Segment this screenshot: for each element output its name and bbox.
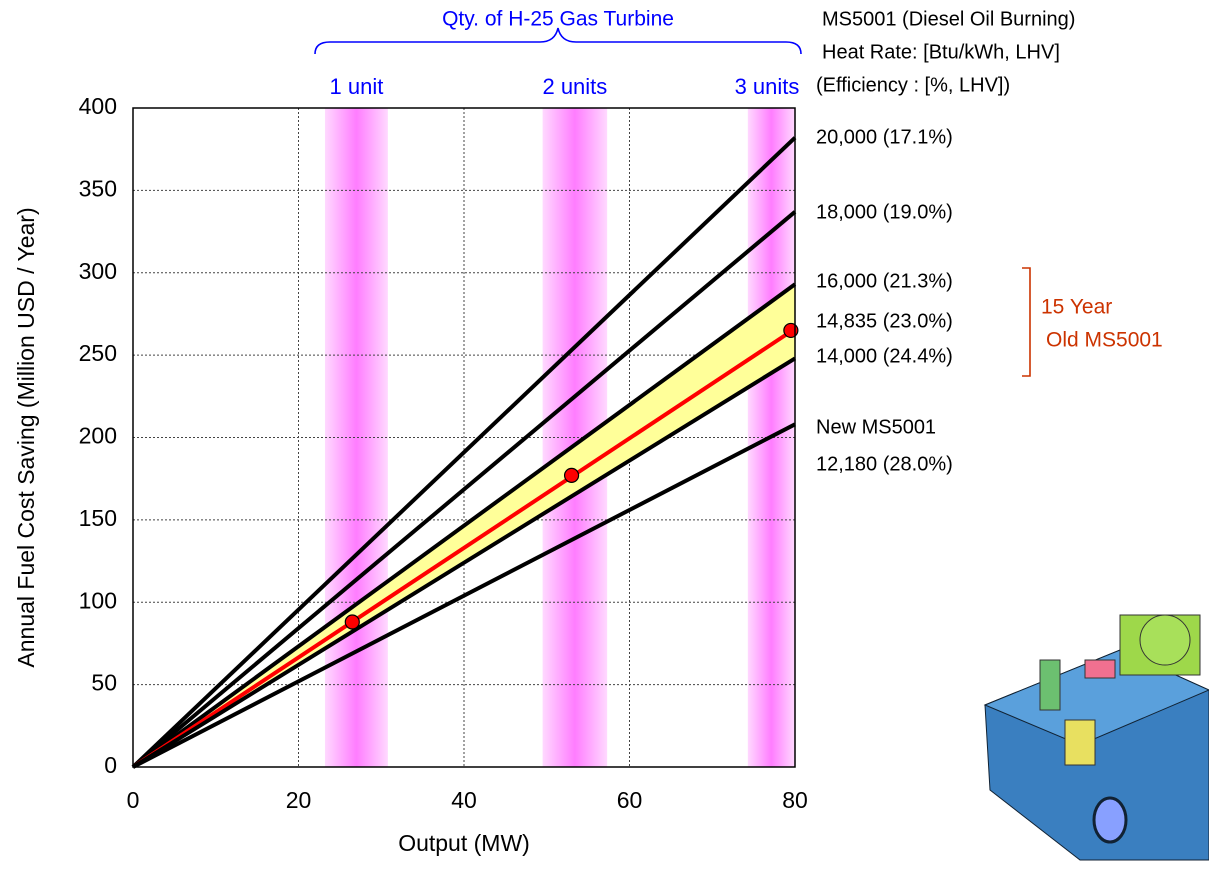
y-tick-label: 100 [79, 587, 117, 613]
y-axis-title: Annual Fuel Cost Saving (Million USD / Y… [13, 207, 39, 667]
series-label: 20,000 (17.1%) [816, 126, 953, 148]
series-line [132, 422, 796, 769]
y-tick-label: 350 [79, 175, 117, 201]
x-tick-label: 0 [127, 787, 140, 813]
band-label: 2 units [542, 74, 607, 99]
y-tick-label: 200 [79, 423, 117, 449]
y-tick-label: 0 [104, 752, 117, 778]
bracket [1022, 267, 1031, 377]
side-title: Heat Rate: [Btu/kWh, LHV] [822, 41, 1060, 63]
x-axis-title: Output (MW) [398, 830, 530, 856]
series-line [131, 282, 797, 769]
machine-illustration [983, 614, 1209, 861]
x-tick-label: 80 [782, 787, 808, 813]
x-tick-label: 20 [286, 787, 312, 813]
header: Qty. of H-25 Gas Turbine [442, 8, 674, 31]
series-label: 16,000 (21.3%) [816, 270, 953, 292]
point [783, 322, 799, 339]
bracket-label: 15 Year [1041, 296, 1112, 319]
series-line [131, 210, 797, 769]
series-note: New MS5001 [816, 416, 936, 438]
series-label: 12,180 (28.0%) [816, 453, 953, 475]
y-tick-label: 400 [79, 93, 117, 119]
plot-frame [132, 107, 796, 768]
x-tick-label: 60 [617, 787, 643, 813]
y-tick-label: 50 [91, 670, 117, 696]
brace [314, 27, 802, 55]
series-line [131, 136, 797, 769]
y-tick-label: 150 [79, 505, 117, 531]
x-tick-label: 40 [451, 787, 477, 813]
side-title: MS5001 (Diesel Oil Burning) [822, 8, 1075, 30]
series-label: 14,835 (23.0%) [816, 310, 953, 332]
series-line [131, 356, 797, 769]
band-label: 1 unit [330, 74, 384, 99]
series-line [131, 327, 797, 769]
bracket-label: Old MS5001 [1046, 329, 1163, 352]
point [563, 467, 580, 483]
y-tick-label: 300 [79, 258, 117, 284]
series-label: 18,000 (19.0%) [816, 201, 953, 223]
side-title: (Efficiency : [%, LHV]) [816, 74, 1010, 96]
y-tick-label: 250 [79, 340, 117, 366]
series-label: 14,000 (24.4%) [816, 345, 953, 367]
point [344, 614, 360, 630]
band-label: 3 units [735, 74, 800, 99]
